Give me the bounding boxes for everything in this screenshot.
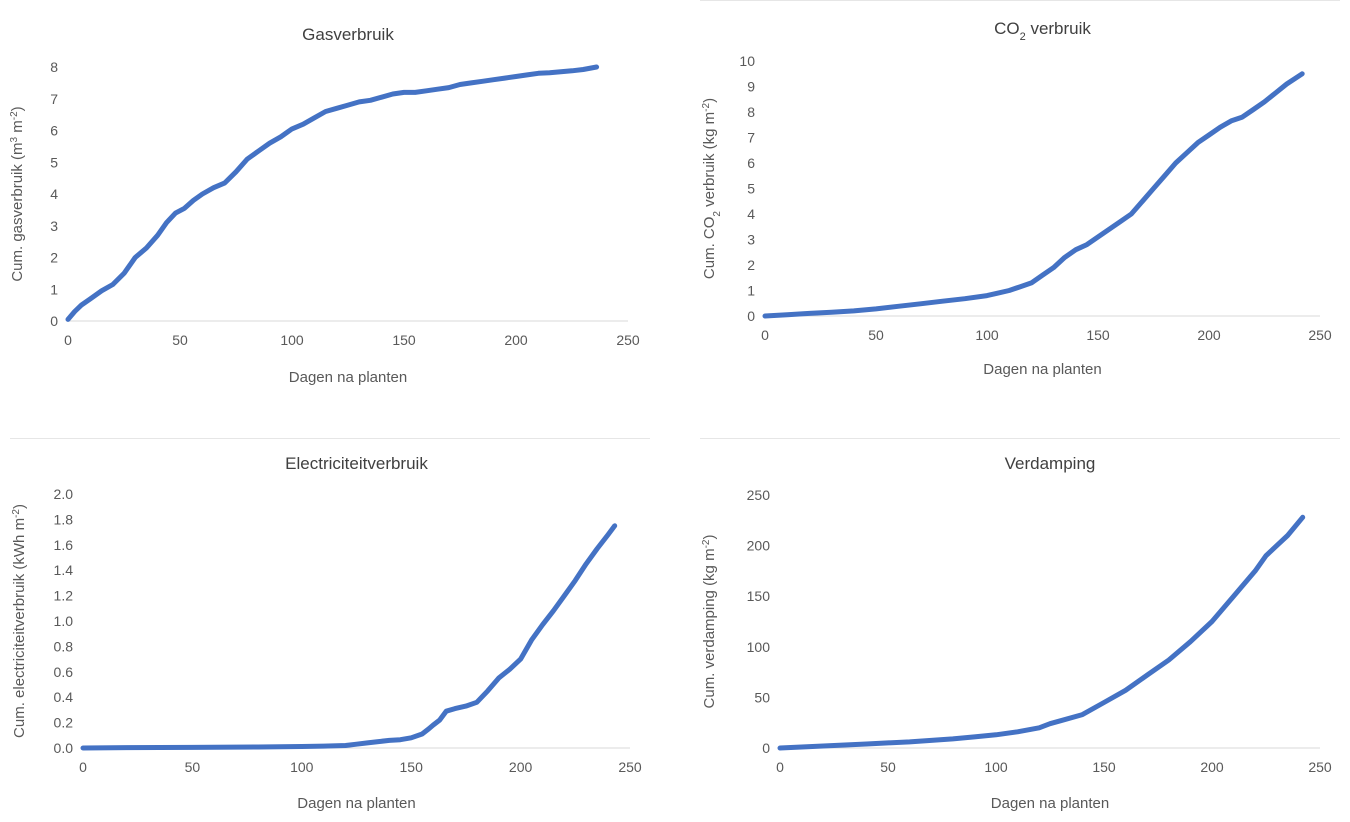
x-tick-label: 100: [280, 332, 304, 348]
y-axis-label: Cum. CO2 verbruik (kg m-2): [701, 98, 723, 279]
y-tick-label: 2.0: [54, 486, 74, 502]
x-tick-label: 50: [185, 759, 201, 775]
y-tick-label: 7: [747, 130, 755, 146]
x-tick-label: 200: [509, 759, 533, 775]
y-tick-label: 2: [747, 257, 755, 273]
y-tick-label: 4: [50, 186, 58, 202]
y-tick-label: 1.0: [54, 613, 74, 629]
y-tick-label: 250: [747, 487, 771, 503]
y-tick-label: 1.6: [54, 537, 74, 553]
y-tick-label: 50: [754, 689, 770, 705]
x-tick-label: 50: [880, 759, 896, 775]
y-tick-label: 8: [50, 59, 58, 75]
y-tick-label: 2: [50, 250, 58, 266]
x-tick-label: 50: [868, 327, 884, 343]
x-tick-label: 200: [1197, 327, 1221, 343]
y-tick-label: 5: [747, 181, 755, 197]
x-tick-label: 250: [1308, 759, 1332, 775]
x-tick-label: 0: [64, 332, 72, 348]
x-tick-label: 100: [984, 759, 1008, 775]
x-tick-label: 0: [761, 327, 769, 343]
x-tick-label: 50: [172, 332, 188, 348]
x-tick-label: 200: [504, 332, 528, 348]
y-tick-label: 1: [747, 283, 755, 299]
series-line: [65, 64, 600, 322]
x-tick-label: 150: [1086, 327, 1110, 343]
y-axis-label: Cum. verdamping (kg m-2): [701, 535, 719, 709]
y-tick-label: 9: [747, 79, 755, 95]
y-tick-label: 0: [762, 740, 770, 756]
y-tick-label: 1.4: [54, 562, 74, 578]
y-tick-label: 0.4: [54, 689, 74, 705]
x-axis-label: Dagen na planten: [289, 369, 407, 386]
y-axis-label: Cum. electriciteitverbruik (kWh m-2): [11, 504, 29, 738]
y-tick-label: 5: [50, 154, 58, 170]
x-tick-label: 0: [79, 759, 87, 775]
x-tick-label: 150: [392, 332, 416, 348]
chart-title: Verdamping: [1005, 454, 1096, 473]
y-tick-label: 6: [50, 123, 58, 139]
x-tick-label: 150: [400, 759, 424, 775]
x-tick-label: 150: [1092, 759, 1116, 775]
y-axis-label: Cum. gasverbruik (m3 m-2): [9, 106, 27, 281]
chart-svg: Verdamping 0 50 100 150 200 250 0 50 100 150 200 250…: [701, 454, 1332, 812]
y-tick-label: 10: [739, 53, 755, 69]
x-tick-label: 100: [290, 759, 314, 775]
y-tick-label: 200: [747, 538, 771, 554]
chart-title: CO2 verbruik: [994, 19, 1091, 43]
y-tick-label: 0.2: [54, 715, 74, 731]
y-tick-label: 6: [747, 155, 755, 171]
chart-panel-co2-verbruik: CO2 verbruik 0 50 100 150 200 250 0 1 2 3 4 5 6 7 8 9 10 D…: [690, 0, 1350, 400]
x-tick-label: 250: [618, 759, 642, 775]
y-tick-label: 150: [747, 588, 771, 604]
y-tick-label: 1.8: [54, 511, 74, 527]
x-axis-label: Dagen na planten: [983, 361, 1101, 378]
x-tick-label: 250: [1308, 327, 1332, 343]
y-tick-label: 4: [747, 206, 755, 222]
series-line: [762, 71, 1305, 319]
x-axis-label: Dagen na planten: [297, 795, 415, 812]
chart-panel-electriciteitverbruik: Electriciteitverbruik 0 50 100 150 200 250 0.0 0…: [0, 438, 660, 822]
chart-svg: Electriciteitverbruik 0 50 100 150 200 250 0.0 0…: [11, 454, 642, 812]
x-tick-label: 200: [1200, 759, 1224, 775]
chart-panel-verdamping: Verdamping 0 50 100 150 200 250 0 50 100 150 200 250…: [690, 438, 1350, 822]
chart-svg: Gasverbruik 0 50 100 150 200 250 0 1 2 3 4 5 6 7 8 Dagen…: [9, 25, 640, 386]
y-tick-label: 1: [50, 281, 58, 297]
series-line: [80, 523, 618, 751]
y-tick-label: 0.8: [54, 638, 74, 654]
y-tick-label: 3: [747, 232, 755, 248]
x-axis-label: Dagen na planten: [991, 795, 1109, 812]
y-tick-label: 100: [747, 639, 771, 655]
y-tick-label: 1.2: [54, 588, 74, 604]
y-tick-label: 7: [50, 91, 58, 107]
x-tick-label: 100: [975, 327, 999, 343]
x-tick-label: 250: [616, 332, 640, 348]
chart-title: Gasverbruik: [302, 25, 394, 44]
series-line: [777, 514, 1306, 751]
chart-title: Electriciteitverbruik: [285, 454, 428, 473]
x-tick-label: 0: [776, 759, 784, 775]
y-tick-label: 0.0: [54, 740, 74, 756]
chart-panel-gasverbruik: Gasverbruik 0 50 100 150 200 250 0 1 2 3 4 5 6 7 8 Dagen…: [0, 0, 660, 400]
y-tick-label: 0: [747, 308, 755, 324]
y-tick-label: 8: [747, 104, 755, 120]
y-tick-label: 3: [50, 218, 58, 234]
chart-svg: CO2 verbruik 0 50 100 150 200 250 0 1 2 3 4 5 6 7 8 9 10 D…: [701, 19, 1332, 378]
y-tick-label: 0.6: [54, 664, 74, 680]
y-tick-label: 0: [50, 313, 58, 329]
